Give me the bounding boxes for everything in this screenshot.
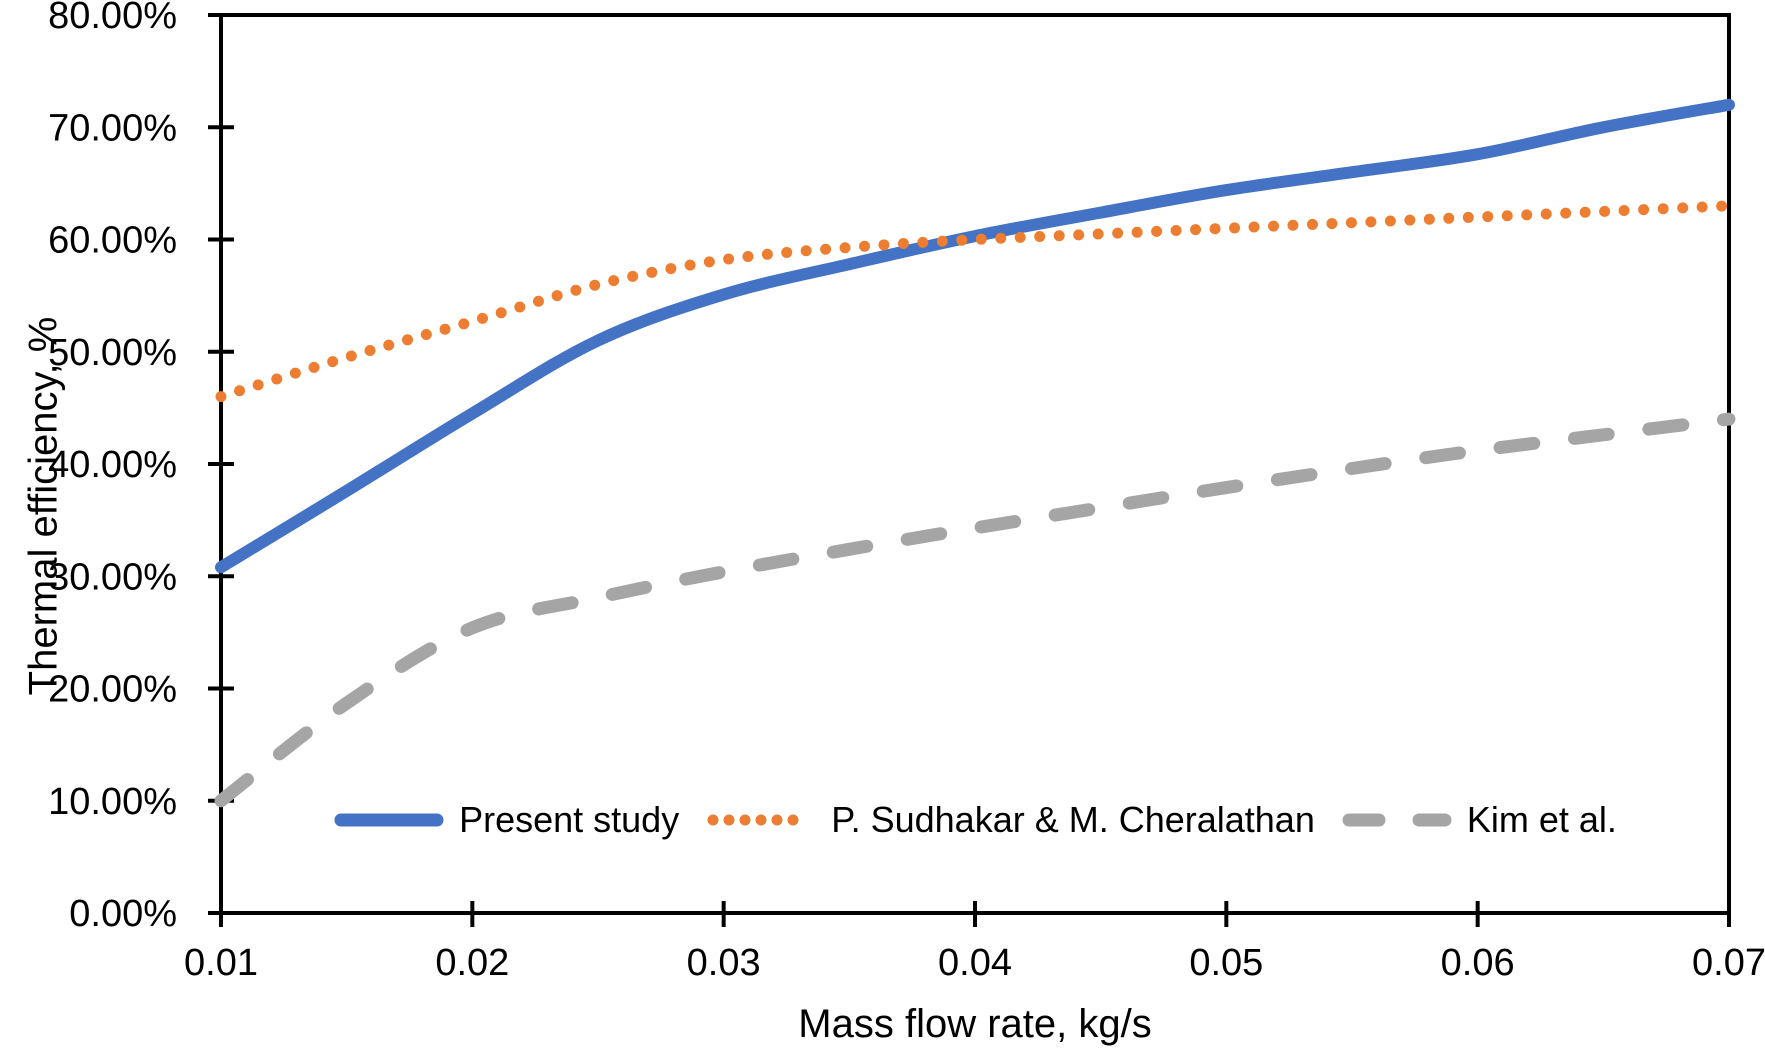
x-tick-label: 0.07 [1692, 942, 1765, 984]
y-tick-label: 40.00% [48, 444, 177, 486]
legend-label: Present study [459, 799, 680, 840]
y-tick-label: 10.00% [48, 781, 177, 823]
x-tick-label: 0.05 [1189, 942, 1263, 984]
legend-item-p-sudhakar-m-cheralathan: P. Sudhakar & M. Cheralathan [705, 799, 1315, 841]
legend-label: Kim et al. [1466, 799, 1617, 840]
legend-item-kim-et-al: Kim et al. [1341, 799, 1617, 841]
y-tick-label: 80.00% [48, 0, 177, 37]
series-line-present-study [215, 98, 1735, 574]
x-tick-label: 0.06 [1441, 942, 1515, 984]
y-tick-label: 70.00% [48, 107, 177, 149]
x-tick-label: 0.04 [938, 942, 1012, 984]
legend-item-present-study: Present study [333, 799, 679, 841]
y-tick-label: 30.00% [48, 556, 177, 598]
x-tick-label: 0.03 [687, 942, 761, 984]
y-axis-title: Thermal efficiency, % [21, 316, 66, 696]
series-line-kim-et-al [214, 412, 1736, 808]
x-axis-title: Mass flow rate, kg/s [798, 1002, 1152, 1046]
legend-swatch-dashed-line [1342, 813, 1452, 827]
x-tick-label: 0.01 [184, 942, 258, 984]
y-tick-label: 50.00% [48, 332, 177, 374]
legend-label: P. Sudhakar & M. Cheralathan [831, 799, 1315, 840]
y-tick-label: 0.00% [69, 893, 177, 935]
legend-swatch-dotted-line [707, 814, 815, 826]
y-tick-label: 20.00% [48, 669, 177, 711]
legend: Present study P. Sudhakar & M. Cheralatha… [221, 796, 1729, 844]
x-tick-label: 0.02 [435, 942, 509, 984]
y-tick-label: 60.00% [48, 220, 177, 262]
legend-swatch-solid-line [334, 813, 444, 827]
